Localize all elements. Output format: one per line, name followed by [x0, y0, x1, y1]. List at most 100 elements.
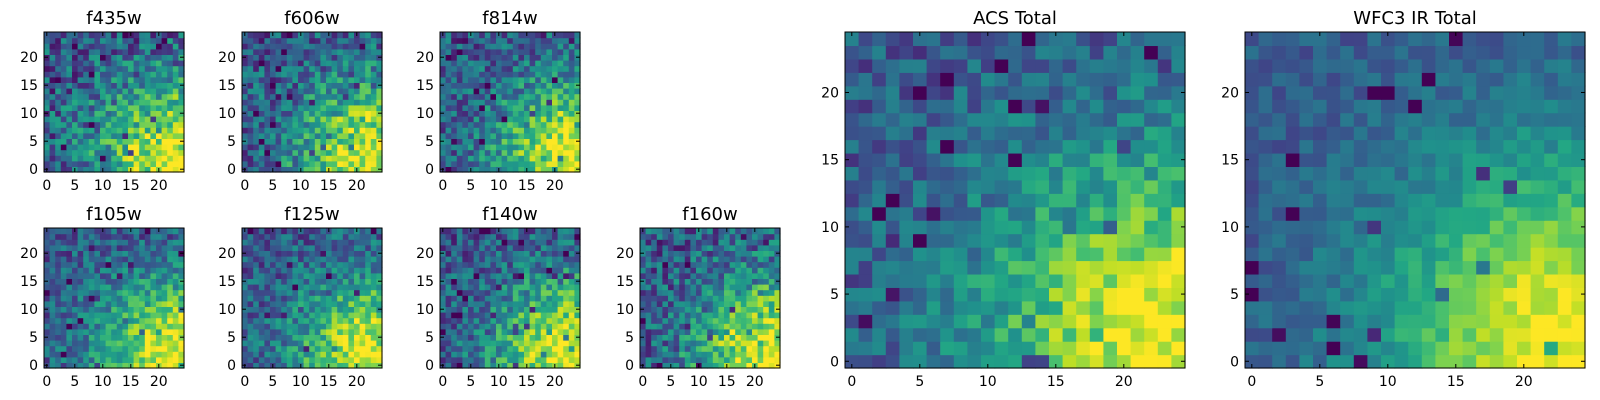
heatmap-cell — [512, 244, 519, 251]
heatmap-cell — [774, 256, 781, 263]
heatmap-cell — [156, 121, 163, 128]
heatmap-cell — [763, 328, 770, 335]
heatmap-cell — [309, 160, 316, 167]
heatmap-cell — [456, 71, 463, 78]
heatmap-cell — [1144, 166, 1159, 181]
heatmap-cell — [701, 362, 708, 369]
heatmap-cell — [337, 289, 344, 296]
x-tick-label: 0 — [438, 374, 447, 390]
heatmap-cell — [172, 323, 179, 330]
heatmap-cell — [49, 312, 56, 319]
heatmap-cell — [707, 362, 714, 369]
heatmap-cell — [292, 121, 299, 128]
heatmap-cell — [116, 110, 123, 117]
heatmap-cell — [490, 244, 497, 251]
heatmap-cell — [557, 48, 564, 55]
heatmap-cell — [940, 354, 955, 369]
heatmap-cell — [270, 272, 277, 279]
heatmap-cell — [724, 356, 731, 363]
heatmap-cell — [376, 116, 383, 123]
heatmap-cell — [451, 295, 458, 302]
heatmap-cell — [468, 233, 475, 240]
heatmap-cell — [348, 166, 355, 173]
heatmap-cell — [94, 295, 101, 302]
heatmap-cell — [365, 48, 372, 55]
heatmap-cell — [303, 323, 310, 330]
heatmap-cell — [359, 300, 366, 307]
heatmap-cell — [111, 300, 118, 307]
heatmap-cell — [94, 317, 101, 324]
heatmap-cell — [77, 289, 84, 296]
heatmap-cell — [258, 272, 265, 279]
heatmap-cell — [858, 247, 873, 262]
heatmap-cell — [568, 351, 575, 358]
heatmap-cell — [1157, 179, 1172, 194]
heatmap-cell — [899, 300, 914, 315]
heatmap-cell — [172, 37, 179, 44]
heatmap-cell — [320, 144, 327, 151]
heatmap-cell — [662, 306, 669, 313]
heatmap-cell — [270, 54, 277, 61]
heatmap-cell — [116, 284, 123, 291]
heatmap-cell — [563, 312, 570, 319]
heatmap-cell — [359, 312, 366, 319]
heatmap-cell — [1130, 233, 1145, 248]
heatmap-cell — [258, 93, 265, 100]
heatmap-cell — [490, 144, 497, 151]
heatmap-cell — [679, 278, 686, 285]
heatmap-cell — [735, 228, 742, 235]
heatmap-cell — [518, 362, 525, 369]
heatmap-cell — [77, 32, 84, 39]
heatmap-cell — [111, 144, 118, 151]
heatmap-cell — [303, 116, 310, 123]
heatmap-cell — [326, 132, 333, 139]
heatmap-cell — [845, 179, 860, 194]
heatmap-cell — [247, 289, 254, 296]
heatmap-cell — [872, 179, 887, 194]
heatmap-cell — [122, 121, 129, 128]
heatmap-cell — [468, 144, 475, 151]
heatmap-cell — [529, 312, 536, 319]
heatmap-cell — [144, 99, 151, 106]
heatmap-cell — [518, 295, 525, 302]
heatmap-cell — [354, 295, 361, 302]
heatmap-cell — [684, 256, 691, 263]
heatmap-cell — [1008, 233, 1023, 248]
heatmap-cell — [111, 345, 118, 352]
heatmap-cell — [320, 166, 327, 173]
heatmap-cell — [100, 132, 107, 139]
heatmap-cell — [668, 289, 675, 296]
heatmap-cell — [348, 239, 355, 246]
heatmap-cell — [303, 99, 310, 106]
heatmap-cell — [484, 138, 491, 145]
heatmap-cell — [83, 340, 90, 347]
heatmap-cell — [1130, 179, 1145, 194]
heatmap-cell — [712, 228, 719, 235]
heatmap-cell — [128, 99, 135, 106]
heatmap-cell — [645, 334, 652, 341]
heatmap-cell — [270, 132, 277, 139]
heatmap-cell — [60, 76, 67, 83]
heatmap-cell — [281, 289, 288, 296]
heatmap-cell — [1008, 193, 1023, 208]
heatmap-cell — [1157, 233, 1172, 248]
heatmap-cell — [326, 43, 333, 50]
heatmap-cell — [88, 166, 95, 173]
heatmap-cell — [60, 138, 67, 145]
heatmap-cell — [342, 71, 349, 78]
heatmap-cell — [309, 289, 316, 296]
heatmap-cell — [518, 99, 525, 106]
heatmap-cell — [501, 116, 508, 123]
heatmap-cell — [359, 43, 366, 50]
heatmap-cell — [331, 104, 338, 111]
heatmap-cell — [303, 166, 310, 173]
heatmap-cell — [359, 166, 366, 173]
heatmap-cell — [501, 155, 508, 162]
heatmap-cell — [161, 250, 168, 257]
heatmap-cell — [496, 306, 503, 313]
heatmap-cell — [326, 300, 333, 307]
heatmap-cell — [451, 88, 458, 95]
heatmap-cell — [451, 166, 458, 173]
heatmap-cell — [496, 295, 503, 302]
heatmap-cell — [156, 244, 163, 251]
